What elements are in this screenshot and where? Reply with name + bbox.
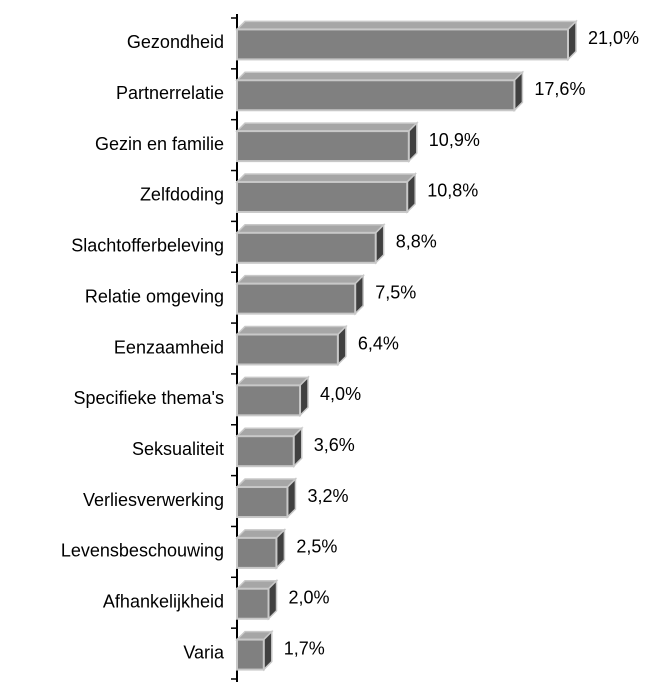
- value-label: 3,6%: [314, 435, 355, 455]
- y-tick-label: Zelfdoding: [140, 185, 224, 205]
- bar-front: [236, 231, 377, 264]
- bar-top: [235, 274, 366, 285]
- bar-front: [236, 28, 569, 61]
- bar-front: [236, 130, 410, 163]
- y-tick-label: Specifieke thema's: [73, 388, 224, 408]
- y-tick-label: Varia: [183, 642, 225, 662]
- bar-front: [236, 79, 516, 112]
- bar: [235, 70, 525, 113]
- value-label: 2,5%: [296, 537, 337, 557]
- bar-front: [236, 333, 339, 366]
- bar-front: [236, 384, 302, 417]
- bar: [235, 121, 419, 163]
- bar-top: [235, 173, 418, 183]
- bar: [235, 426, 304, 469]
- value-label: 10,8%: [427, 181, 478, 201]
- bar: [235, 477, 298, 519]
- value-label: 4,0%: [320, 384, 361, 404]
- y-tick-label: Eenzaamheid: [114, 337, 224, 357]
- bar: [235, 528, 287, 570]
- value-label: 8,8%: [396, 232, 437, 252]
- value-label: 1,7%: [284, 638, 325, 658]
- bar: [235, 578, 279, 621]
- y-tick-label: Levensbeschouwing: [61, 541, 224, 561]
- value-label: 7,5%: [375, 282, 416, 302]
- bar-front: [236, 486, 289, 519]
- y-tick-label: Afhankelijkheid: [103, 591, 224, 611]
- bar-front: [236, 282, 357, 315]
- bar-front: [236, 435, 295, 468]
- bar-front: [236, 638, 265, 671]
- bar-front: [236, 536, 278, 569]
- bar: [235, 629, 274, 672]
- value-label: 3,2%: [307, 486, 348, 506]
- y-tick-label: Verliesverwerking: [83, 490, 224, 510]
- bar-top: [235, 122, 419, 132]
- bar-top: [235, 224, 386, 234]
- y-tick-label: Relatie omgeving: [85, 286, 224, 306]
- bar-top: [235, 325, 348, 336]
- bar-front: [236, 587, 270, 620]
- value-label: 2,0%: [289, 587, 330, 607]
- bar-top: [235, 71, 525, 82]
- value-label: 10,9%: [429, 130, 480, 150]
- bar: [235, 19, 578, 62]
- bar-top: [235, 376, 310, 387]
- bar: [235, 222, 386, 265]
- value-label: 17,6%: [534, 79, 585, 99]
- y-tick-label: Gezondheid: [127, 32, 224, 52]
- bar-top: [235, 478, 298, 488]
- y-tick-label: Slachtofferbeleving: [71, 236, 224, 256]
- y-tick-label: Partnerrelatie: [116, 83, 224, 103]
- bar-top: [235, 20, 578, 31]
- bar: [235, 273, 366, 316]
- bar-top: [235, 427, 304, 437]
- y-tick-label: Gezin en familie: [95, 134, 224, 154]
- value-label: 21,0%: [588, 28, 639, 48]
- bar: [235, 375, 310, 418]
- bar: [235, 172, 418, 214]
- value-label: 6,4%: [358, 333, 399, 353]
- bar: [235, 324, 348, 367]
- y-tick-label: Seksualiteit: [132, 439, 224, 459]
- bar-front: [236, 180, 409, 213]
